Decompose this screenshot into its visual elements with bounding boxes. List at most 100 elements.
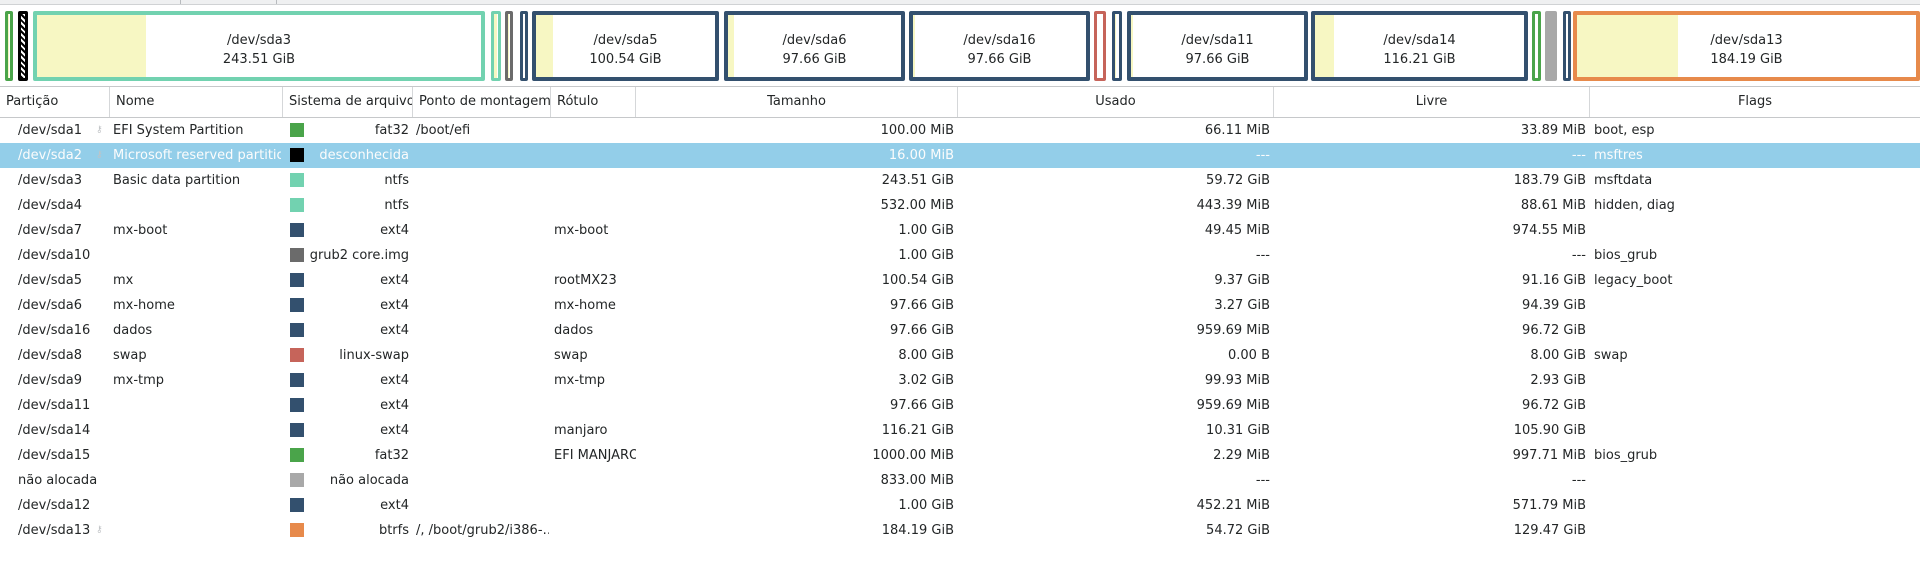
partition-block-sda10[interactable] <box>520 11 528 81</box>
partition-block-sda8[interactable] <box>1094 11 1106 81</box>
cell-livre: 91.16 GiB <box>1274 268 1589 293</box>
cell-ponto <box>416 243 549 268</box>
filesystem-color-swatch <box>290 298 304 312</box>
cell-sistema: linux-swap <box>306 343 412 368</box>
column-header-rotulo[interactable]: Rótulo <box>551 87 636 117</box>
cell-rotulo <box>554 493 636 518</box>
cell-particao: /dev/sda11 <box>18 393 108 418</box>
filesystem-color-swatch <box>290 148 304 162</box>
cell-ponto <box>416 268 549 293</box>
cell-tamanho: 16.00 MiB <box>636 143 957 168</box>
cell-rotulo <box>554 193 636 218</box>
cell-nome: dados <box>113 318 281 343</box>
cell-livre: 974.55 MiB <box>1274 218 1589 243</box>
cell-ponto <box>416 343 549 368</box>
cell-sistema: ext4 <box>306 318 412 343</box>
cell-livre: --- <box>1274 143 1589 168</box>
column-header-sistema[interactable]: Sistema de arquivos <box>283 87 413 117</box>
used-space-fill <box>494 14 497 78</box>
cell-flags: bios_grub <box>1594 443 1914 468</box>
cell-flags: bios_grub <box>1594 243 1914 268</box>
partition-block-sda1[interactable] <box>5 11 13 81</box>
column-header-livre[interactable]: Livre <box>1274 87 1590 117</box>
cell-flags <box>1594 218 1914 243</box>
cell-ponto <box>416 143 549 168</box>
cell-rotulo: mx-tmp <box>554 368 636 393</box>
column-header-particao[interactable]: Partição <box>0 87 110 117</box>
column-header-usado[interactable]: Usado <box>958 87 1274 117</box>
cell-rotulo: EFI MANJARO <box>554 443 636 468</box>
cell-flags <box>1594 468 1914 493</box>
column-header-flags[interactable]: Flags <box>1590 87 1920 117</box>
partition-block-sda12[interactable] <box>1563 11 1571 81</box>
cell-flags <box>1594 493 1914 518</box>
filesystem-color-swatch <box>290 273 304 287</box>
toolbar-separator <box>276 0 277 4</box>
cell-usado: 49.45 MiB <box>958 218 1273 243</box>
cell-flags <box>1594 368 1914 393</box>
cell-flags <box>1594 293 1914 318</box>
cell-ponto <box>416 293 549 318</box>
column-header-tamanho[interactable]: Tamanho <box>636 87 958 117</box>
cell-sistema: ext4 <box>306 418 412 443</box>
column-header-ponto[interactable]: Ponto de montagem <box>413 87 551 117</box>
cell-nome: EFI System Partition <box>113 118 281 143</box>
cell-livre: --- <box>1274 243 1589 268</box>
partition-block-unalloc[interactable] <box>1545 11 1557 81</box>
cell-tamanho: 1.00 GiB <box>636 493 957 518</box>
cell-usado: 452.21 MiB <box>958 493 1273 518</box>
cell-flags: boot, esp <box>1594 118 1914 143</box>
cell-sistema: btrfs <box>306 518 412 543</box>
cell-livre: 105.90 GiB <box>1274 418 1589 443</box>
filesystem-color-swatch <box>290 398 304 412</box>
partition-block-sda7[interactable] <box>505 11 513 81</box>
cell-livre: 96.72 GiB <box>1274 393 1589 418</box>
partition-block-sda2[interactable] <box>18 11 28 81</box>
cell-tamanho: 184.19 GiB <box>636 518 957 543</box>
partition-block-sda9[interactable] <box>1112 11 1122 81</box>
cell-usado: --- <box>958 468 1273 493</box>
filesystem-color-swatch <box>290 173 304 187</box>
cell-livre: 129.47 GiB <box>1274 518 1589 543</box>
column-header-nome[interactable]: Nome <box>110 87 283 117</box>
cell-rotulo: rootMX23 <box>554 268 636 293</box>
cell-tamanho: 1.00 GiB <box>636 243 957 268</box>
cell-usado: --- <box>958 243 1273 268</box>
partition-block-sda15[interactable] <box>1532 11 1541 81</box>
partition-block-sda4[interactable] <box>491 11 501 81</box>
cell-rotulo <box>554 468 636 493</box>
cell-flags: legacy_boot <box>1594 268 1914 293</box>
cell-usado: 959.69 MiB <box>958 318 1273 343</box>
partition-block-size: 184.19 GiB <box>1577 50 1916 69</box>
cell-ponto <box>416 493 549 518</box>
cell-particao: /dev/sda12 <box>18 493 108 518</box>
cell-livre: 96.72 GiB <box>1274 318 1589 343</box>
cell-rotulo <box>554 243 636 268</box>
cell-tamanho: 3.02 GiB <box>636 368 957 393</box>
